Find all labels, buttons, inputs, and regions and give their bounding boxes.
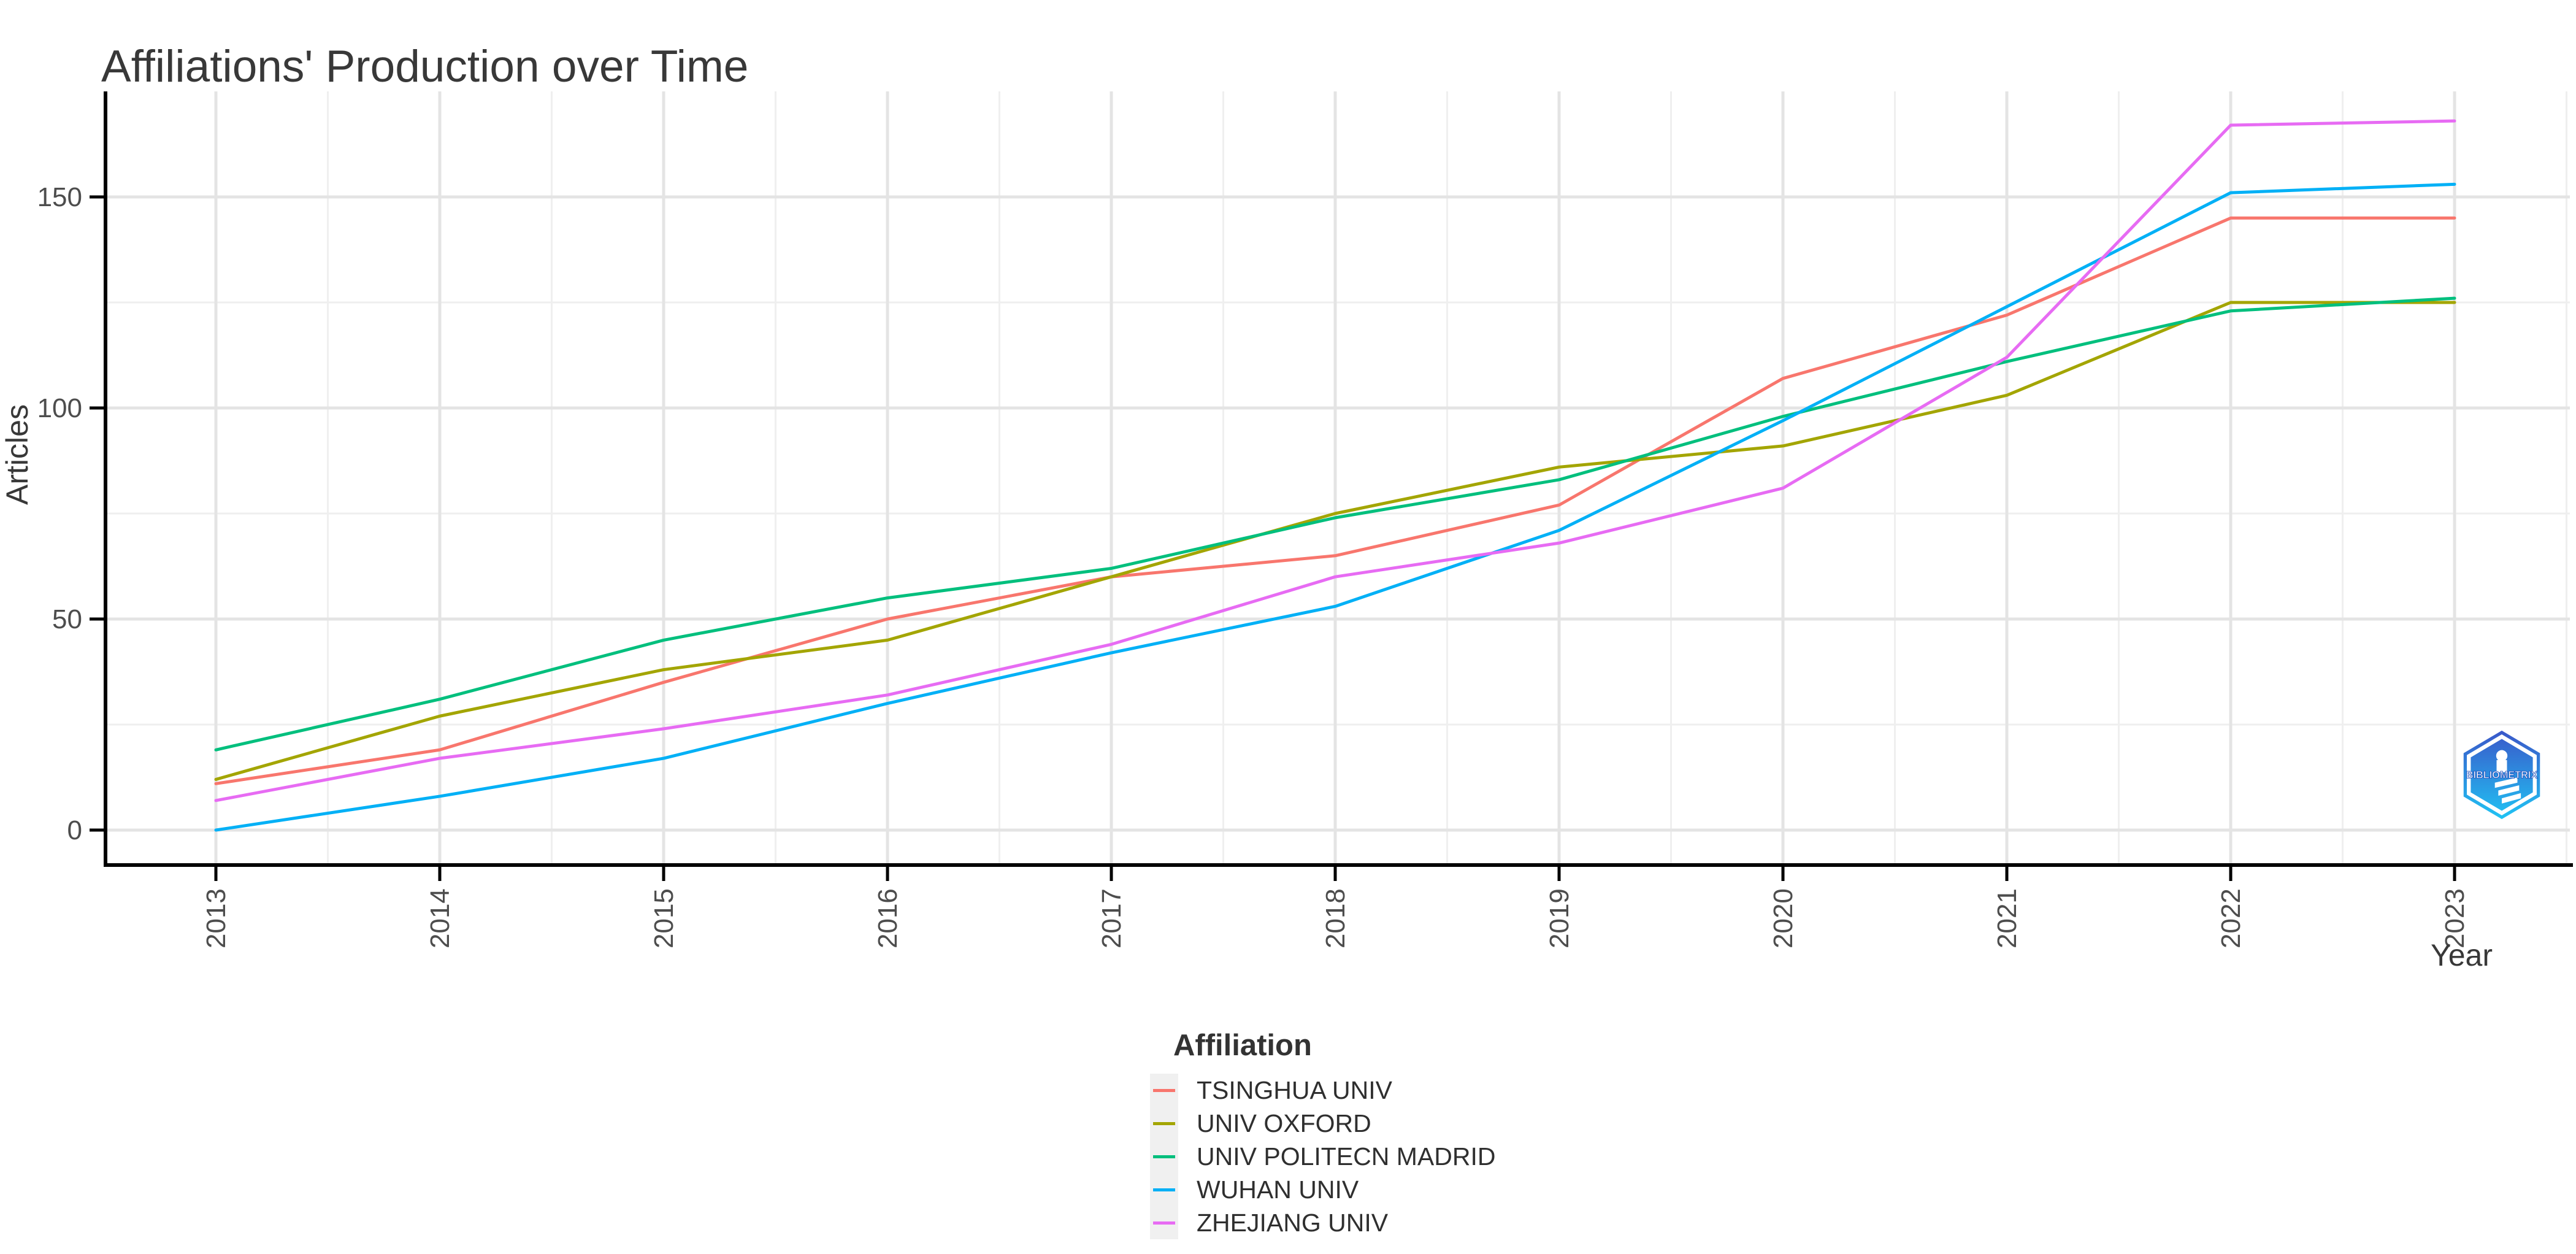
- legend-key: [1150, 1206, 1178, 1239]
- legend-line-swatch: [1153, 1188, 1175, 1191]
- logo-three-bar-1: [2494, 777, 2518, 788]
- legend-title: Affiliation: [1173, 1029, 1312, 1062]
- x-tick-label: 2022: [2216, 888, 2246, 948]
- x-tick-label: 2018: [1321, 888, 1351, 948]
- legend-item: UNIV POLITECN MADRID: [1150, 1140, 1496, 1173]
- legend-items: TSINGHUA UNIV UNIV OXFORD UNIV POLITECN MA…: [1150, 1074, 1496, 1239]
- y-tick-label: 50: [52, 604, 82, 634]
- legend-key: [1150, 1107, 1178, 1140]
- legend-item: ZHEJIANG UNIV: [1150, 1206, 1496, 1239]
- series-line-tsinghua-univ: [214, 216, 2456, 785]
- chart-title: Affiliations' Production over Time: [101, 41, 749, 91]
- logo-text: BIBLIOMETRIX: [2466, 770, 2538, 781]
- legend-item: UNIV OXFORD: [1150, 1107, 1496, 1140]
- legend-label: TSINGHUA UNIV: [1197, 1075, 1392, 1104]
- series-line-univ-oxford: [214, 301, 2456, 781]
- y-tick-label: 0: [67, 815, 82, 845]
- logo-three-bar-3: [2502, 793, 2521, 804]
- y-tick-label: 150: [37, 182, 82, 212]
- y-tick-label: 100: [37, 393, 82, 423]
- legend-key: [1150, 1173, 1178, 1206]
- legend-line-swatch: [1153, 1121, 1175, 1125]
- logo-hexagon-border: [2467, 734, 2537, 815]
- logo-lighthouse-dome: [2496, 750, 2508, 762]
- x-tick-label: 2020: [1768, 888, 1798, 948]
- legend: Affiliation TSINGHUA UNIV UNIV OXFORD UNIV…: [1150, 1028, 1496, 1239]
- series-line-wuhan-univ: [214, 182, 2456, 832]
- series-line-zhejiang-univ: [214, 119, 2456, 802]
- legend-line-swatch: [1153, 1155, 1175, 1158]
- x-tick-label: 2016: [873, 888, 903, 948]
- legend-line-swatch: [1153, 1221, 1175, 1225]
- legend-label: UNIV OXFORD: [1197, 1109, 1371, 1137]
- legend-line-swatch: [1153, 1088, 1175, 1092]
- x-tick-label: 2014: [425, 888, 455, 948]
- legend-label: WUHAN UNIV: [1197, 1175, 1359, 1204]
- logo-lighthouse-body: [2496, 760, 2507, 772]
- legend-label: UNIV POLITECN MADRID: [1197, 1142, 1496, 1171]
- logo-three-bar-2: [2498, 785, 2520, 796]
- legend-label: ZHEJIANG UNIV: [1197, 1208, 1389, 1237]
- x-tick-label: 2021: [1992, 888, 2022, 948]
- legend-key: [1150, 1140, 1178, 1173]
- x-tick-label: 2017: [1097, 888, 1127, 948]
- legend-item: WUHAN UNIV: [1150, 1173, 1496, 1206]
- bibliometrix-logo: BIBLIOMETRIX: [2463, 730, 2540, 820]
- x-tick-label: 2023: [2440, 888, 2470, 948]
- x-tick-label: 2013: [201, 888, 231, 948]
- x-tick-label: 2019: [1544, 888, 1574, 948]
- y-axis-title: Articles: [0, 404, 34, 505]
- series-line-univ-politecn-madrid: [214, 296, 2456, 752]
- legend-key: [1150, 1074, 1178, 1107]
- x-tick-label: 2015: [649, 888, 679, 948]
- x-axis-title: Year: [2430, 938, 2493, 972]
- legend-item: TSINGHUA UNIV: [1150, 1074, 1496, 1107]
